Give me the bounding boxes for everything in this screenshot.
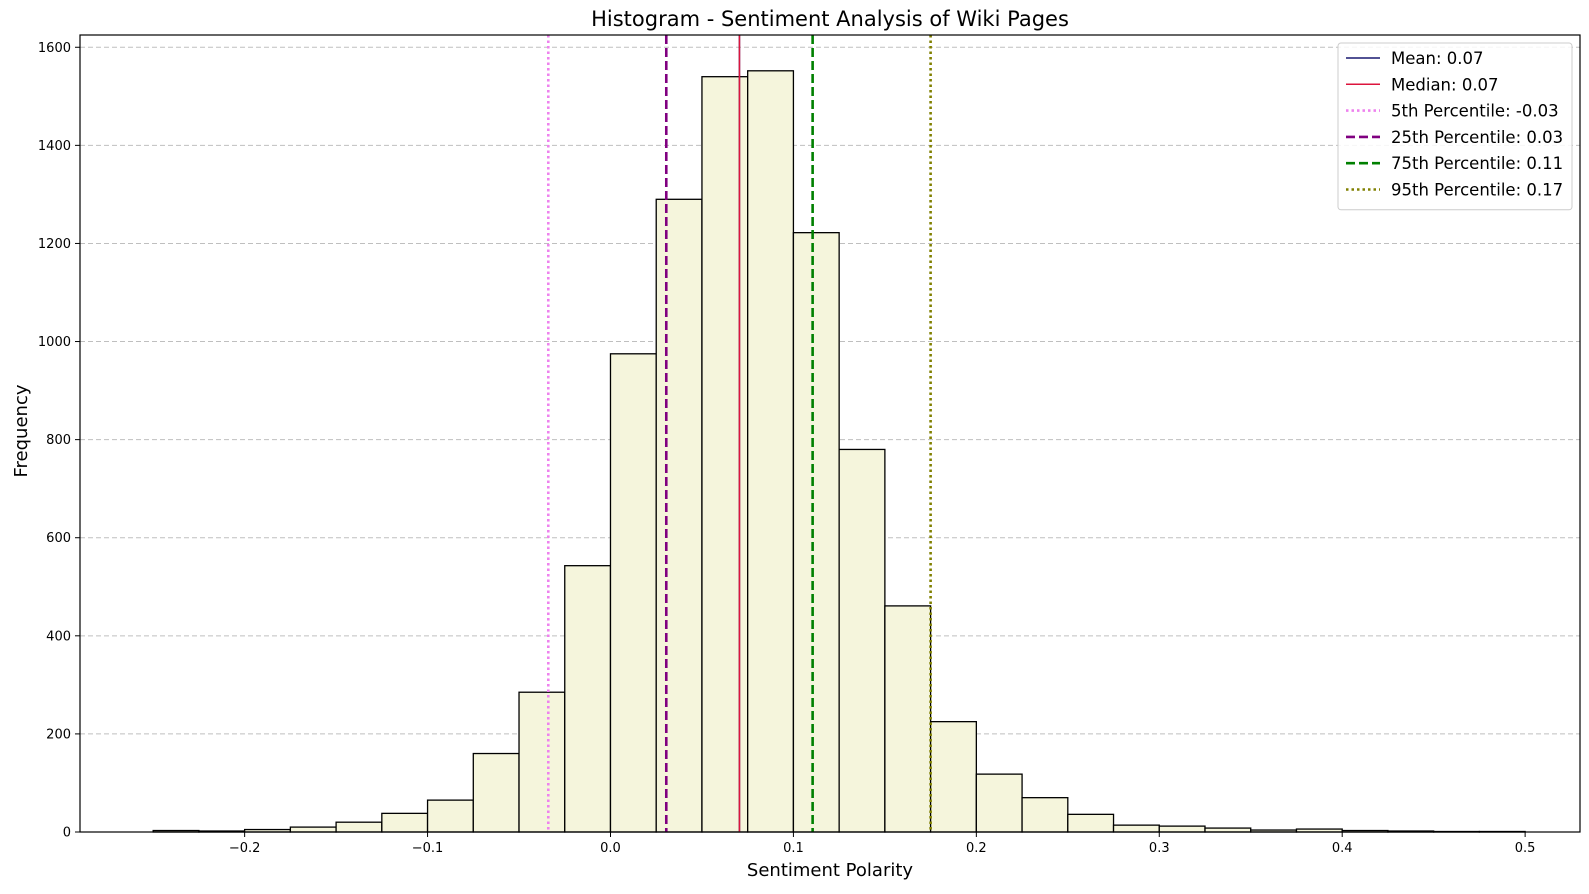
x-tick-label: 0.4 (1332, 841, 1353, 856)
histogram-bar (1068, 814, 1114, 832)
histogram-bar (428, 800, 474, 832)
histogram-bar (931, 722, 977, 832)
histogram-bar (656, 199, 702, 832)
y-tick-label: 0 (63, 826, 71, 841)
x-tick-label: 0.1 (783, 841, 804, 856)
histogram-bar (473, 754, 519, 832)
histogram-bar (336, 822, 382, 832)
x-tick-label: 0.3 (1149, 841, 1170, 856)
histogram-bar (702, 77, 748, 832)
histogram-bar (290, 827, 336, 832)
histogram-bar (748, 71, 794, 832)
legend-label: 25th Percentile: 0.03 (1391, 128, 1563, 147)
x-tick-label: 0.5 (1515, 841, 1536, 856)
y-tick-label: 1000 (38, 335, 71, 350)
x-tick-label: −0.1 (412, 841, 444, 856)
histogram-bar (519, 692, 565, 832)
legend-label: 95th Percentile: 0.17 (1391, 181, 1563, 200)
y-tick-label: 800 (46, 433, 71, 448)
x-axis-label: Sentiment Polarity (747, 860, 913, 881)
histogram-bar (1159, 826, 1205, 832)
legend-label: 5th Percentile: -0.03 (1391, 102, 1559, 121)
y-axis-label: Frequency (11, 384, 32, 477)
histogram-bar (839, 449, 885, 832)
legend-label: Mean: 0.07 (1391, 49, 1484, 68)
y-tick-label: 1600 (38, 41, 71, 56)
histogram-bar (565, 566, 611, 832)
y-tick-label: 600 (46, 531, 71, 546)
y-tick-label: 200 (46, 727, 71, 742)
y-tick-label: 1200 (38, 237, 71, 252)
x-tick-label: 0.0 (600, 841, 621, 856)
histogram-bar (976, 774, 1022, 832)
chart-title: Histogram - Sentiment Analysis of Wiki P… (591, 7, 1069, 31)
legend-label: Median: 0.07 (1391, 75, 1499, 94)
histogram-bar (1114, 825, 1160, 832)
y-tick-label: 1400 (38, 139, 71, 154)
histogram-bars (153, 71, 1525, 832)
x-tick-label: 0.2 (966, 841, 987, 856)
legend-label: 75th Percentile: 0.11 (1391, 154, 1563, 173)
histogram-bar (1022, 798, 1068, 832)
histogram-bar (885, 606, 931, 832)
histogram-bar (610, 354, 656, 832)
histogram-bar (793, 233, 839, 832)
legend: Mean: 0.07 Median: 0.07 5th Percentile: -0… (1338, 43, 1572, 210)
x-tick-label: −0.2 (229, 841, 261, 856)
histogram-bar (382, 813, 428, 832)
y-tick-label: 400 (46, 629, 71, 644)
